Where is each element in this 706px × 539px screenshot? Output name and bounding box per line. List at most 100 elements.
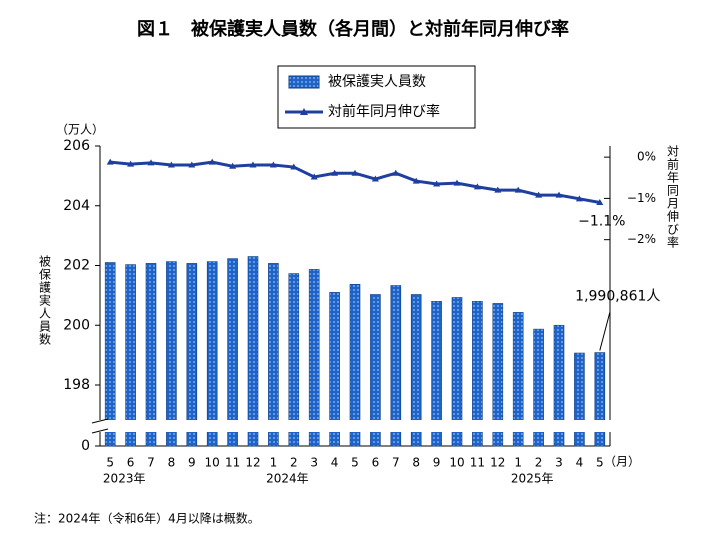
line-marker (290, 163, 298, 170)
line-marker (188, 161, 196, 168)
x-tick-label: 3 (555, 456, 563, 470)
bar (410, 294, 422, 447)
line (110, 160, 601, 205)
x-tick-label: 11 (225, 456, 240, 470)
line-marker (167, 161, 175, 168)
line-marker (514, 186, 522, 193)
line-marker (575, 195, 583, 202)
y-tick-label: 206 (63, 138, 90, 154)
y2-tick-label: 0% (637, 150, 656, 164)
x-tick-label: 1 (514, 456, 522, 470)
y-tick-label: 0 (81, 438, 90, 454)
line-marker (535, 191, 543, 198)
bar (145, 263, 157, 447)
bar (206, 261, 218, 447)
y-tick-label: 202 (63, 258, 90, 274)
x-tick-label: 5 (106, 456, 114, 470)
break-mark (91, 428, 109, 434)
line-marker (392, 169, 400, 176)
bar (227, 258, 238, 447)
x-tick-label: 4 (576, 456, 584, 470)
x-tick-label: 2 (290, 456, 298, 470)
y-unit: （万人） (56, 123, 104, 137)
line-marker (208, 158, 216, 165)
bar (431, 301, 442, 447)
line-marker (229, 162, 237, 169)
line-marker (371, 175, 379, 182)
y-tick-label: 204 (63, 198, 90, 214)
line-value-label: −1.1% (578, 214, 625, 230)
bar (166, 261, 177, 447)
y2-axis-title: 対前年同月伸び率 (666, 145, 680, 249)
x-tick-label: 10 (205, 456, 220, 470)
bar (472, 301, 483, 447)
bar (492, 303, 504, 447)
x-tick-label: 5 (596, 456, 604, 470)
x-unit: （月） (604, 455, 640, 469)
x-tick-label: 12 (245, 456, 260, 470)
legend-swatch (288, 75, 320, 89)
line-marker (433, 180, 441, 187)
x-group-label: 2024年 (266, 472, 309, 486)
axis-break (92, 420, 616, 432)
note: 注：2024年（令和6年）4月以降は概数。 (34, 511, 260, 526)
bar (186, 263, 198, 447)
bar (533, 328, 544, 447)
bar (594, 352, 606, 447)
x-tick-label: 7 (147, 456, 155, 470)
bar (247, 256, 259, 447)
x-group-label: 2025年 (511, 472, 554, 486)
x-tick-label: 8 (412, 456, 420, 470)
bar (329, 292, 340, 447)
line-marker (494, 186, 502, 193)
x-tick-label: 6 (372, 456, 380, 470)
x-tick-label: 2 (535, 456, 543, 470)
y2-tick-label: −1% (627, 191, 656, 205)
line-marker (473, 183, 481, 190)
x-tick-label: 6 (127, 456, 135, 470)
bar (512, 312, 524, 447)
legend-box (277, 65, 476, 129)
bar (288, 273, 300, 447)
bar (125, 264, 136, 447)
bar (349, 284, 361, 447)
bar (553, 324, 565, 447)
y-tick-label: 200 (63, 317, 90, 333)
line-marker (106, 158, 114, 165)
x-tick-label: 9 (433, 456, 441, 470)
line-marker (351, 169, 359, 176)
legend-marker (300, 108, 308, 115)
y2-tick-label: −2% (627, 232, 656, 246)
x-tick-label: 7 (392, 456, 400, 470)
x-group-label: 2023年 (103, 472, 146, 486)
x-tick-label: 10 (449, 456, 464, 470)
line-marker (269, 161, 277, 168)
leader-line (599, 312, 611, 351)
x-tick-label: 9 (188, 456, 196, 470)
line-marker (310, 173, 318, 180)
x-tick-label: 8 (168, 456, 176, 470)
break-mark (91, 418, 109, 424)
x-tick-label: 5 (351, 456, 359, 470)
bar (390, 285, 402, 447)
x-tick-label: 12 (490, 456, 505, 470)
legend-label: 対前年同月伸び率 (328, 103, 440, 120)
line-marker (127, 160, 135, 167)
bar (308, 269, 320, 447)
x-tick-label: 3 (310, 456, 318, 470)
line-marker (596, 199, 604, 206)
line-marker (412, 177, 420, 184)
bar (574, 352, 585, 447)
bar (370, 294, 381, 447)
line-marker (331, 169, 339, 176)
bar (104, 262, 116, 447)
bar (451, 297, 463, 447)
bar-value-label: 1,990,861人 (575, 289, 660, 305)
line-marker (453, 179, 461, 186)
x-tick-label: 1 (270, 456, 278, 470)
y-tick-label: 198 (63, 377, 90, 393)
y-axis-title: 被保護実人員数 (38, 255, 52, 346)
legend-label: 被保護実人員数 (328, 74, 426, 90)
x-tick-label: 4 (331, 456, 339, 470)
